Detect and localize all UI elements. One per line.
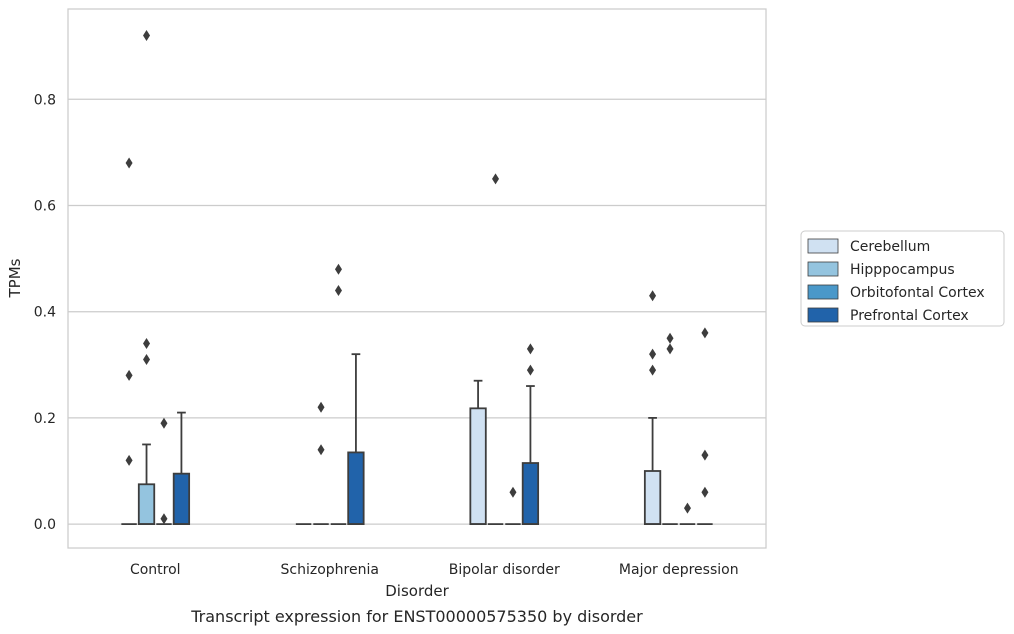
box-orbitofontal-cortex	[505, 486, 521, 526]
legend-item: Hipppocampus	[807, 261, 955, 278]
box-hipppocampus	[487, 173, 504, 526]
y-tick-label: 0.2	[34, 411, 56, 427]
outlier-point	[649, 364, 657, 376]
outlier-point	[125, 157, 133, 169]
box-prefrontal-cortex	[697, 327, 713, 526]
box-orbitofontal-cortex	[679, 502, 696, 526]
outlier-point	[334, 284, 342, 296]
box-orbitofontal-cortex	[330, 263, 347, 526]
box-body	[643, 470, 662, 526]
plot-area	[121, 30, 713, 526]
box-prefrontal-cortex	[521, 343, 540, 526]
box-cerebellum	[469, 379, 487, 526]
legend-swatch	[807, 307, 839, 323]
legend-swatch	[807, 284, 839, 300]
legend-item: Cerebellum	[807, 238, 930, 255]
box-hipppocampus	[313, 401, 329, 526]
outlier-point	[317, 401, 325, 413]
outlier-point	[666, 332, 674, 344]
legend-swatch	[807, 261, 839, 277]
x-axis-label: Disorder	[385, 582, 449, 600]
plot-frame	[67, 8, 767, 549]
outlier-point	[125, 369, 133, 381]
outlier-point	[701, 449, 709, 461]
outlier-point	[317, 444, 325, 456]
gridlines	[68, 98, 766, 525]
box-hipppocampus	[662, 332, 678, 526]
legend-label: Cerebellum	[850, 239, 930, 255]
box-body	[521, 462, 540, 526]
outlier-point	[509, 486, 517, 498]
outlier-point	[526, 364, 534, 376]
y-axis-label: TPMs	[6, 258, 24, 298]
box-body	[137, 483, 156, 526]
box-body	[469, 407, 487, 526]
legend-label: Orbitofontal Cortex	[850, 285, 985, 301]
box-prefrontal-cortex	[172, 411, 191, 526]
x-tick-label: Schizophrenia	[281, 562, 379, 578]
outlier-point	[701, 327, 709, 339]
box-hipppocampus	[137, 30, 156, 526]
outlier-point	[683, 502, 691, 514]
y-axis: 0.0 0.2 0.4 0.6 0.8	[34, 92, 56, 533]
outlier-point	[143, 338, 151, 350]
outlier-point	[649, 290, 657, 302]
legend-swatch	[807, 238, 839, 254]
outlier-point	[526, 343, 534, 355]
box-body	[172, 472, 191, 526]
outlier-point	[143, 30, 151, 42]
box-orbitofontal-cortex	[156, 417, 172, 526]
x-axis: Control Schizophrenia Bipolar disorder Majo…	[130, 562, 739, 578]
outlier-point	[125, 454, 133, 466]
x-tick-label: Major depression	[619, 562, 739, 578]
legend-item: Orbitofontal Cortex	[807, 284, 985, 301]
box-body	[347, 451, 365, 526]
box-prefrontal-cortex	[347, 353, 365, 526]
legend: Cerebellum Hipppocampus Orbitofontal Corte…	[800, 230, 1005, 327]
x-tick-label: Bipolar disorder	[449, 562, 560, 578]
y-tick-label: 0.6	[34, 198, 56, 214]
legend-label: Prefrontal Cortex	[850, 308, 969, 324]
outlier-point	[160, 513, 168, 525]
outlier-point	[666, 343, 674, 355]
outlier-point	[334, 263, 342, 275]
y-tick-label: 0.4	[34, 305, 56, 321]
box-cerebellum	[121, 157, 137, 526]
y-tick-label: 0.0	[34, 517, 56, 533]
outlier-point	[492, 173, 500, 185]
box-cerebellum	[643, 290, 662, 526]
outlier-point	[649, 348, 657, 360]
x-tick-label: Control	[130, 562, 181, 578]
outlier-point	[143, 353, 151, 365]
outlier-point	[160, 417, 168, 429]
legend-item: Prefrontal Cortex	[807, 307, 969, 324]
chart-caption: Transcript expression for ENST0000057535…	[190, 607, 643, 626]
outlier-point	[701, 486, 709, 498]
legend-frame	[800, 230, 1005, 327]
y-tick-label: 0.8	[34, 92, 56, 108]
legend-label: Hipppocampus	[850, 262, 955, 278]
